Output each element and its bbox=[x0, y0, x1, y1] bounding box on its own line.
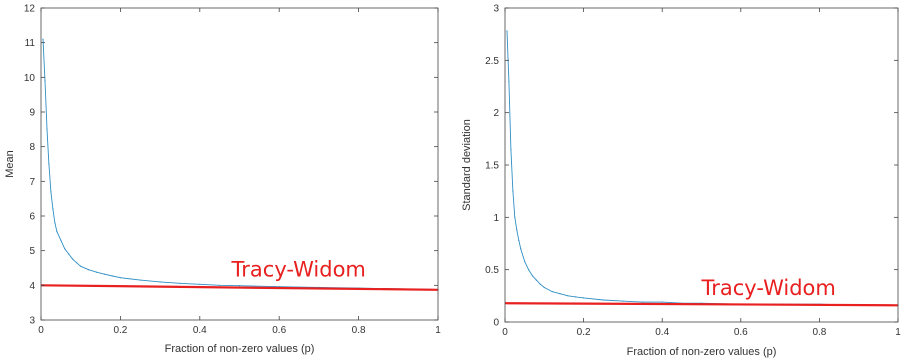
data-point bbox=[641, 301, 644, 303]
x-tick-label: 0 bbox=[38, 325, 44, 336]
data-point bbox=[543, 286, 545, 289]
data-point bbox=[539, 283, 542, 285]
data-point bbox=[510, 148, 512, 150]
x-tick-label: 0.4 bbox=[193, 325, 207, 336]
data-point bbox=[602, 299, 604, 301]
y-tick-label: 3 bbox=[29, 316, 35, 327]
data-point bbox=[56, 231, 58, 233]
data-point bbox=[508, 80, 510, 82]
y-tick-label: 0 bbox=[493, 318, 499, 329]
data-point bbox=[238, 285, 241, 287]
data-point bbox=[516, 229, 518, 231]
y-tick-label: 9 bbox=[29, 108, 35, 119]
tracy-widom-annotation: Tracy-Widom bbox=[231, 258, 366, 282]
data-point bbox=[514, 216, 516, 218]
y-tick-label: 1 bbox=[493, 213, 499, 224]
data-point bbox=[76, 262, 78, 264]
tracy-widom-annotation: Tracy-Widom bbox=[701, 276, 836, 300]
data-point bbox=[50, 191, 52, 193]
data-point bbox=[96, 271, 98, 273]
y-tick-label: 2.5 bbox=[485, 56, 499, 67]
data-point bbox=[42, 38, 44, 40]
data-point bbox=[518, 239, 520, 241]
data-point bbox=[179, 282, 181, 284]
tracy-widom-line bbox=[40, 284, 439, 291]
y-tick-label: 11 bbox=[25, 38, 36, 49]
data-point bbox=[535, 279, 538, 281]
data-point bbox=[622, 300, 624, 302]
y-tick-label: 6 bbox=[29, 212, 35, 223]
data-line bbox=[42, 39, 439, 290]
data-point bbox=[68, 253, 70, 255]
data-point bbox=[551, 291, 553, 293]
x-axis-label: Fraction of non-zero values (p) bbox=[627, 346, 777, 358]
data-point bbox=[506, 30, 508, 32]
y-tick-label: 0.5 bbox=[485, 265, 499, 276]
x-tick-label: 1 bbox=[895, 327, 901, 338]
y-tick-label: 12 bbox=[24, 4, 36, 15]
x-tick-label: 0.8 bbox=[812, 327, 826, 338]
data-point bbox=[111, 275, 114, 277]
x-tick-label: 0 bbox=[502, 327, 508, 338]
x-tick-label: 0.8 bbox=[352, 325, 366, 336]
y-tick-label: 2 bbox=[493, 108, 499, 119]
data-point bbox=[52, 208, 54, 210]
axes-box bbox=[40, 7, 439, 321]
data-point bbox=[54, 222, 56, 224]
data-point bbox=[64, 248, 66, 250]
data-point bbox=[119, 277, 121, 279]
data-line bbox=[506, 30, 898, 306]
data-point bbox=[531, 275, 534, 277]
y-tick-label: 5 bbox=[29, 246, 35, 257]
data-point bbox=[80, 265, 82, 267]
data-point bbox=[524, 260, 526, 262]
data-point bbox=[559, 293, 561, 295]
data-point bbox=[44, 80, 46, 82]
x-tick-label: 0.6 bbox=[272, 325, 286, 336]
y-tick-label: 3 bbox=[493, 4, 499, 15]
y-tick-label: 4 bbox=[29, 281, 35, 292]
x-tick-label: 0.4 bbox=[655, 327, 669, 338]
data-point bbox=[583, 297, 585, 299]
data-point bbox=[661, 301, 663, 303]
y-axis-label: Standard deviation bbox=[461, 119, 473, 211]
data-point bbox=[567, 295, 569, 297]
data-point bbox=[512, 190, 514, 192]
tracy-widom-line bbox=[504, 302, 899, 307]
y-axis-label: Mean bbox=[4, 150, 16, 178]
chart-panel-2: 0 0.2 0.4 0.6 0.8 1 0 0.5 1 1.5 2 2.5 3 Fraction of n… bbox=[461, 4, 901, 359]
data-point bbox=[520, 248, 522, 250]
data-point bbox=[103, 273, 106, 275]
chart-panel-1: 0 0.2 0.4 0.6 0.8 1 3 4 5 6 7 8 9 10 11 12 Fraction of n… bbox=[4, 4, 441, 356]
data-point bbox=[46, 128, 48, 130]
x-axis-label: Fraction of non-zero values (p) bbox=[165, 343, 315, 355]
y-tick-label: 7 bbox=[29, 177, 35, 188]
y-tick-label: 1.5 bbox=[485, 161, 499, 172]
data-point bbox=[159, 281, 161, 283]
y-tick-label: 10 bbox=[24, 73, 36, 84]
data-point bbox=[575, 296, 577, 298]
data-point bbox=[199, 283, 201, 285]
data-point bbox=[48, 163, 50, 165]
y-tick-label: 8 bbox=[29, 142, 35, 153]
x-tick-label: 0.6 bbox=[734, 327, 748, 338]
x-tick-label: 1 bbox=[435, 325, 441, 336]
data-point bbox=[88, 269, 90, 271]
data-point bbox=[219, 284, 221, 286]
data-point bbox=[139, 279, 141, 281]
x-tick-label: 0.2 bbox=[113, 325, 127, 336]
data-point bbox=[60, 239, 62, 241]
x-tick-label: 0.2 bbox=[577, 327, 591, 338]
data-point bbox=[528, 269, 530, 271]
data-point bbox=[72, 258, 74, 260]
